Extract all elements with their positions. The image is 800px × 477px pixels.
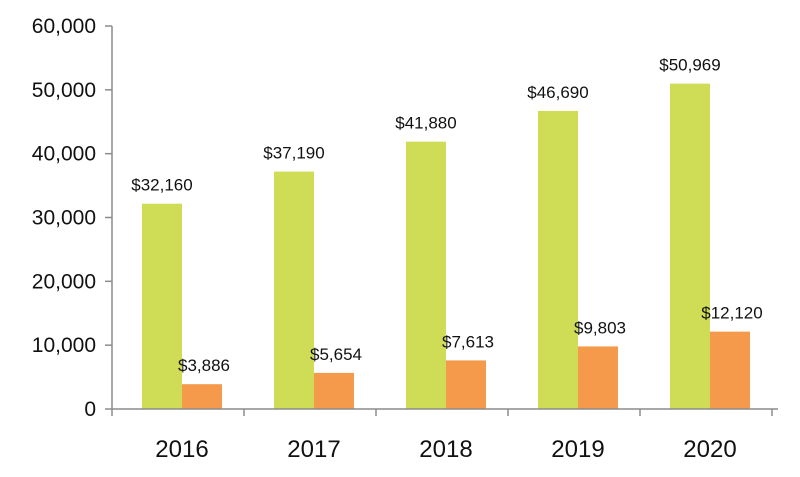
x-axis-ticks: 2016 2017 2018 2019 2020 — [111, 409, 773, 463]
y-tick-label: 50,000 — [32, 79, 96, 102]
bar-series-2-2020 — [710, 331, 750, 409]
bar-series-1-2018 — [406, 141, 446, 409]
x-tick-label-2020: 2020 — [683, 436, 736, 463]
y-tick-label: 30,000 — [32, 207, 96, 230]
bars-layer — [142, 83, 750, 410]
y-tick-label: 40,000 — [32, 143, 96, 166]
data-labels-layer: $32,160 $3,886 $37,190 $5,654 $41,880 $7,613 $… — [131, 56, 762, 376]
bar-series-2-2016 — [182, 384, 222, 409]
y-tick-label: 0 — [84, 398, 96, 421]
data-label-series-1-2017: $37,190 — [263, 144, 324, 163]
x-tick-label-2019: 2019 — [551, 436, 604, 463]
x-tick-label-2016: 2016 — [155, 436, 208, 463]
data-label-series-2-2018: $7,613 — [442, 332, 494, 351]
data-label-series-2-2019: $9,803 — [574, 318, 626, 337]
data-label-series-2-2017: $5,654 — [310, 345, 362, 364]
data-label-series-2-2020: $12,120 — [701, 304, 762, 323]
data-label-series-1-2018: $41,880 — [395, 114, 456, 133]
bar-series-1-2016 — [142, 203, 182, 409]
data-label-series-1-2016: $32,160 — [131, 176, 192, 195]
y-tick-label: 60,000 — [32, 15, 96, 38]
bar-series-1-2019 — [538, 110, 578, 410]
data-label-series-1-2019: $46,690 — [527, 83, 588, 102]
bar-series-1-2017 — [274, 171, 314, 409]
x-tick-label-2018: 2018 — [419, 436, 472, 463]
data-label-series-2-2016: $3,886 — [178, 356, 230, 375]
data-label-series-1-2020: $50,969 — [659, 56, 720, 75]
bar-series-2-2019 — [578, 346, 618, 409]
y-tick-label: 20,000 — [32, 270, 96, 293]
bar-series-2-2017 — [314, 372, 354, 409]
bar-series-2-2018 — [446, 360, 486, 409]
x-tick-label-2017: 2017 — [287, 436, 340, 463]
y-axis-ticks: 0 10,000 20,000 30,000 40,000 50,000 60,000 — [32, 15, 112, 421]
bar-series-1-2020 — [670, 83, 710, 409]
y-tick-label: 10,000 — [32, 334, 96, 357]
